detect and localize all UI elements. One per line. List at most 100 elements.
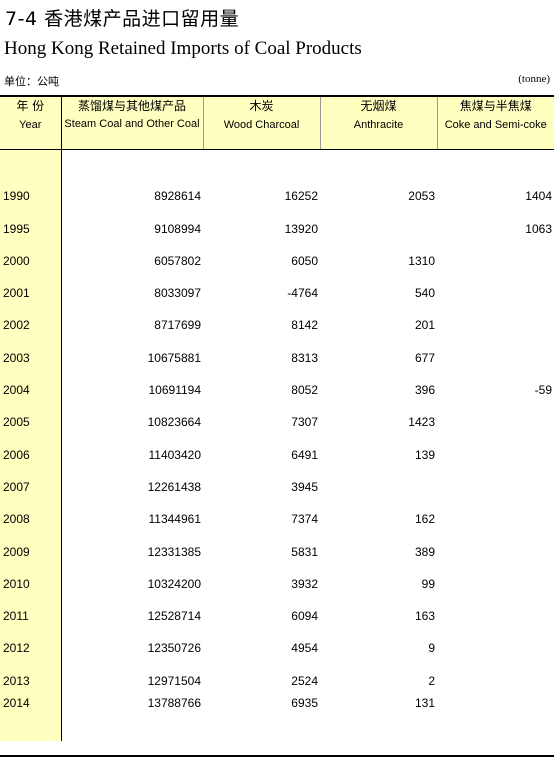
wood-charcoal-cell: 16252 bbox=[284, 189, 318, 204]
anthracite-cell bbox=[320, 462, 437, 494]
spacer-year-cell bbox=[0, 149, 62, 171]
header-coke-cn: 焦煤与半焦煤 bbox=[459, 99, 532, 113]
header-steam-coal-en: Steam Coal and Other Coal bbox=[64, 118, 200, 130]
table-row: 1995 9108994 13920 1063 bbox=[0, 203, 554, 236]
table-row: 2005 10823664 7307 1423 bbox=[0, 397, 554, 430]
anthracite-cell: 389 bbox=[414, 544, 435, 559]
steam-coal-cell: 10691194 bbox=[148, 383, 202, 398]
spacer-cell bbox=[320, 150, 437, 172]
year-cell: 2004 bbox=[0, 364, 62, 398]
year-cell: 2010 bbox=[0, 558, 62, 591]
table-row: 2011 12528714 6094 163 bbox=[0, 590, 554, 624]
header-anthracite-en: Anthracite bbox=[353, 119, 404, 131]
header-coke-en: Coke and Semi-coke bbox=[444, 119, 547, 131]
spacer-cell bbox=[437, 150, 554, 172]
steam-coal-cell: 12350726 bbox=[147, 641, 201, 656]
header-coke: 焦煤与半焦煤 Coke and Semi-coke bbox=[436, 95, 554, 150]
anthracite-cell: 9 bbox=[428, 641, 435, 656]
header-wood-charcoal-en: Wood Charcoal bbox=[223, 119, 300, 131]
year-cell: 2002 bbox=[0, 300, 62, 333]
steam-coal-cell: 12331385 bbox=[147, 544, 201, 559]
coke-cell: 1063 bbox=[525, 221, 552, 236]
unit-label-english: (tonne) bbox=[518, 73, 550, 85]
anthracite-cell: 131 bbox=[414, 695, 435, 710]
wood-charcoal-cell: 3932 bbox=[291, 576, 318, 591]
coke-cell bbox=[437, 332, 554, 364]
coke-cell bbox=[437, 688, 554, 741]
wood-charcoal-cell: 8313 bbox=[291, 350, 318, 365]
table-row: 2000 6057802 6050 1310 bbox=[0, 235, 554, 268]
wood-charcoal-cell: 2524 bbox=[291, 673, 318, 688]
year-cell: 2000 bbox=[0, 235, 62, 268]
coke-cell bbox=[437, 236, 554, 268]
year-cell: 1990 bbox=[0, 171, 62, 204]
header-year: 年 份 Year bbox=[0, 95, 62, 150]
coke-cell bbox=[437, 397, 554, 429]
year-cell: 2012 bbox=[0, 623, 62, 656]
spacer-cell bbox=[61, 150, 203, 172]
steam-coal-cell: 6057802 bbox=[154, 253, 201, 268]
anthracite-cell bbox=[320, 203, 437, 235]
table-row: 2001 8033097 -4764 540 bbox=[0, 267, 554, 301]
anthracite-cell: 201 bbox=[414, 318, 435, 333]
table-row: 2007 12261438 3945 bbox=[0, 461, 554, 494]
steam-coal-cell: 11344961 bbox=[148, 512, 202, 527]
table-row: 2003 10675881 8313 677 bbox=[0, 332, 554, 365]
table-row: 2004 10691194 8052 396 -59 bbox=[0, 364, 554, 398]
year-cell: 2014 bbox=[0, 687, 62, 741]
table-row: 2008 11344961 7374 162 bbox=[0, 493, 554, 527]
steam-coal-cell: 12261438 bbox=[147, 479, 201, 494]
table-row: 2010 10324200 3932 99 bbox=[0, 558, 554, 591]
wood-charcoal-cell: 8052 bbox=[291, 383, 318, 398]
anthracite-cell: 677 bbox=[414, 350, 435, 365]
anthracite-cell: 139 bbox=[414, 447, 435, 462]
steam-coal-cell: 10324200 bbox=[147, 576, 201, 591]
steam-coal-cell: 13788766 bbox=[147, 695, 201, 710]
steam-coal-cell: 12971504 bbox=[147, 673, 201, 688]
wood-charcoal-cell: 7307 bbox=[291, 415, 318, 430]
anthracite-cell: 99 bbox=[421, 576, 435, 591]
coke-cell bbox=[437, 526, 554, 558]
table-row: 2012 12350726 4954 9 bbox=[0, 623, 554, 656]
coal-imports-table: 年 份 Year 蒸馏煤与其他煤产品 Steam Coal and Other … bbox=[0, 95, 554, 741]
table-spacer-row bbox=[0, 149, 554, 172]
year-cell: 1995 bbox=[0, 203, 62, 236]
steam-coal-cell: 11403420 bbox=[148, 447, 202, 462]
coke-cell bbox=[437, 462, 554, 494]
coke-cell bbox=[437, 623, 554, 655]
wood-charcoal-cell: 13920 bbox=[284, 221, 318, 236]
year-cell: 2006 bbox=[0, 429, 62, 462]
coke-cell bbox=[437, 591, 554, 623]
coke-cell bbox=[437, 494, 554, 526]
wood-charcoal-cell: 6050 bbox=[291, 253, 318, 268]
year-cell: 2009 bbox=[0, 526, 62, 559]
steam-coal-cell: 8717699 bbox=[154, 318, 201, 333]
anthracite-cell: 540 bbox=[414, 286, 435, 301]
wood-charcoal-cell: -4764 bbox=[287, 286, 318, 301]
year-cell: 2003 bbox=[0, 332, 62, 365]
anthracite-cell: 2053 bbox=[408, 189, 435, 204]
wood-charcoal-cell: 6935 bbox=[291, 695, 318, 710]
year-cell: 2005 bbox=[0, 397, 62, 430]
coke-cell bbox=[437, 268, 554, 300]
header-wood-charcoal-cn: 木炭 bbox=[249, 99, 274, 113]
header-steam-coal: 蒸馏煤与其他煤产品 Steam Coal and Other Coal bbox=[60, 95, 203, 150]
header-year-en: Year bbox=[19, 119, 42, 131]
table-row: 1990 8928614 16252 2053 1404 bbox=[0, 171, 554, 204]
anthracite-cell: 1423 bbox=[408, 415, 435, 430]
table-bottom-rule bbox=[0, 755, 554, 757]
coke-cell bbox=[437, 429, 554, 461]
table-header: 年 份 Year 蒸馏煤与其他煤产品 Steam Coal and Other … bbox=[0, 95, 554, 150]
wood-charcoal-cell: 6491 bbox=[291, 447, 318, 462]
steam-coal-cell: 12528714 bbox=[147, 609, 201, 624]
header-steam-coal-cn: 蒸馏煤与其他煤产品 bbox=[77, 99, 186, 113]
header-year-cn: 年 份 bbox=[16, 99, 45, 113]
table-row: 2002 8717699 8142 201 bbox=[0, 300, 554, 333]
year-cell: 2013 bbox=[0, 655, 62, 688]
coke-cell: -59 bbox=[534, 383, 552, 398]
steam-coal-cell: 10675881 bbox=[147, 350, 201, 365]
table-title-chinese: 7-4 香港煤产品进口留用量 bbox=[5, 8, 240, 30]
wood-charcoal-cell: 7374 bbox=[291, 512, 318, 527]
steam-coal-cell: 8033097 bbox=[154, 286, 201, 301]
steam-coal-cell: 8928614 bbox=[154, 189, 201, 204]
